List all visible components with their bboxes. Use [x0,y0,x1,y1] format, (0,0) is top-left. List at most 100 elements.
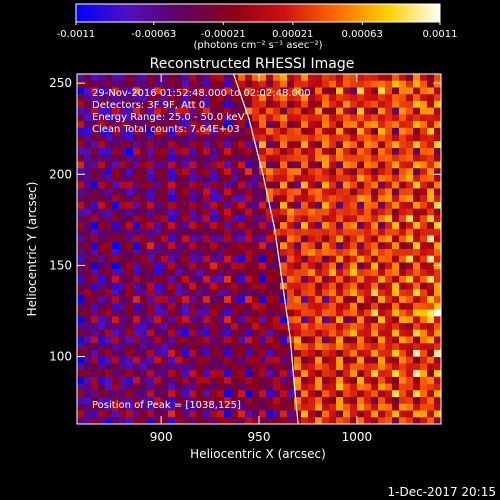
heatmap-cell [308,249,316,257]
heatmap-cell [168,242,176,250]
heatmap-cell [413,215,421,223]
heatmap-cell [238,323,246,331]
heatmap-cell [196,323,204,331]
heatmap-cell [126,282,134,290]
heatmap-cell [161,302,169,310]
heatmap-cell [336,235,344,243]
heatmap-cell [357,323,365,331]
heatmap-cell [210,107,218,115]
heatmap-cell [126,275,134,284]
heatmap-cell [378,87,386,95]
heatmap-cell [413,370,421,378]
heatmap-cell [210,269,218,277]
heatmap-cell [427,255,435,263]
heatmap-cell [434,242,442,250]
heatmap-cell [182,383,190,391]
heatmap-cell [322,316,330,324]
heatmap-cell [196,282,204,290]
heatmap-cell [196,148,204,156]
heatmap-cell [406,121,414,129]
heatmap-cell [175,289,183,297]
heatmap-cell [350,228,358,236]
heatmap-cell [119,336,127,344]
heatmap-cell [126,121,134,129]
heatmap-cell [350,87,358,95]
heatmap-cell [413,188,421,196]
heatmap-cell [210,323,218,331]
heatmap-cell [189,107,197,115]
heatmap-cell [154,188,162,196]
heatmap-cell [126,403,134,411]
heatmap-cell [378,282,386,290]
heatmap-cell [196,228,204,236]
heatmap-cell [189,262,197,270]
heatmap-cell [77,383,85,391]
heatmap-cell [322,215,330,223]
heatmap-cell [147,255,155,263]
heatmap-cell [252,383,260,391]
heatmap-cell [126,100,134,109]
heatmap-cell [245,262,253,270]
heatmap-cell [336,208,344,216]
heatmap-cell [210,222,218,230]
heatmap-cell [336,249,344,257]
heatmap-cell [140,329,148,337]
heatmap-cell [119,181,127,189]
heatmap-cell [133,363,141,371]
heatmap-cell [231,383,239,391]
heatmap-cell [140,302,148,310]
heatmap-cell [322,141,330,149]
heatmap-cell [217,87,225,95]
heatmap-cell [336,376,344,385]
heatmap-cell [301,121,309,129]
heatmap-cell [126,343,134,351]
heatmap-cell [266,242,274,250]
heatmap-cell [336,343,344,351]
heatmap-cell [168,343,176,351]
heatmap-cell [259,222,267,230]
heatmap-cell [154,275,162,284]
heatmap-cell [119,376,127,385]
heatmap-cell [336,134,344,142]
heatmap-cell [98,80,106,88]
heatmap-cell [91,363,99,371]
heatmap-cell [196,114,204,122]
heatmap-cell [343,343,351,351]
heatmap-cell [231,289,239,297]
heatmap-cell [252,201,260,210]
heatmap-cell [301,262,309,270]
heatmap-cell [308,269,316,277]
heatmap-cell [343,403,351,411]
heatmap-cell [266,349,274,358]
heatmap-cell [161,255,169,263]
heatmap-cell [154,148,162,156]
heatmap-cell [175,255,183,263]
heatmap-cell [210,417,218,425]
heatmap-cell [329,74,337,82]
heatmap-cell [385,222,393,230]
heatmap-cell [210,201,218,210]
heatmap-cell [427,174,435,183]
heatmap-cell [399,107,407,115]
heatmap-cell [413,397,421,405]
heatmap-cell [364,275,372,284]
heatmap-cell [406,188,414,196]
heatmap-cell [287,168,295,176]
heatmap-cell [154,356,162,364]
heatmap-cell [77,275,85,284]
heatmap-cell [336,127,344,135]
heatmap-cell [112,356,120,364]
heatmap-cell [238,255,246,263]
heatmap-cell [161,329,169,337]
heatmap-cell [210,148,218,156]
heatmap-cell [266,121,274,129]
heatmap-cell [161,181,169,189]
heatmap-cell [329,242,337,250]
heatmap-cell [322,289,330,297]
heatmap-cell [161,249,169,257]
heatmap-cell [343,94,351,102]
heatmap-cell [378,397,386,405]
heatmap-cell [140,235,148,243]
heatmap-cell [427,275,435,284]
heatmap-cell [336,201,344,210]
